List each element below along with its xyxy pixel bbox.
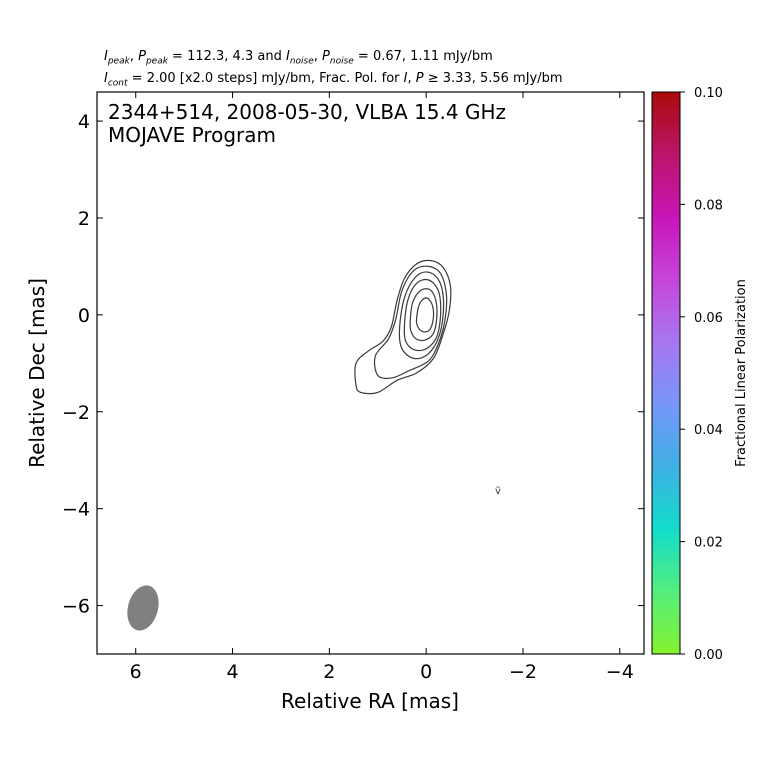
colorbar xyxy=(651,91,681,655)
x-tick-label: 0 xyxy=(420,661,432,683)
contour-level-4 xyxy=(403,278,442,352)
colorbar-tick-label: 0.04 xyxy=(694,423,723,438)
colorbar-label: Fractional Linear Polarization xyxy=(734,279,749,467)
y-tick-label: −6 xyxy=(62,596,90,618)
contour-layer xyxy=(354,259,452,395)
x-axis-label: Relative RA [mas] xyxy=(281,689,459,713)
y-tick-label: −2 xyxy=(62,402,90,424)
chart-subtitle: MOJAVE Program xyxy=(108,123,276,147)
colorbar-tick-label: 0.10 xyxy=(694,86,723,101)
header-line-2: Icont = 2.00 [x2.0 steps] mJy/bm, Frac. … xyxy=(104,71,563,89)
header-line-1: Ipeak, Ppeak = 112.3, 4.3 and Inoise, Pn… xyxy=(104,49,493,67)
y-tick-label: 0 xyxy=(78,305,90,327)
y-axis-label: Relative Dec [mas] xyxy=(25,278,49,468)
x-tick-label: 4 xyxy=(226,661,238,683)
beam-ellipse xyxy=(127,585,159,631)
x-axis-ticks: 6 4 2 0 −2 −4 xyxy=(130,92,634,683)
x-tick-label: 2 xyxy=(323,661,335,683)
noise-contour-fragment: ṽ xyxy=(495,486,501,497)
x-tick-label: 6 xyxy=(130,661,142,683)
contour-level-1 xyxy=(354,259,452,395)
colorbar-tick-label: 0.08 xyxy=(694,198,723,213)
contour-level-2 xyxy=(373,265,448,380)
y-axis-ticks: 4 2 0 −2 −4 −6 xyxy=(62,111,644,618)
plot-frame xyxy=(96,91,645,655)
x-tick-label: −2 xyxy=(509,661,537,683)
colorbar-ticks: 0.00 0.02 0.04 0.06 0.08 0.10 xyxy=(680,86,723,663)
contour-level-6 xyxy=(415,297,435,333)
x-tick-label: −4 xyxy=(606,661,634,683)
colorbar-tick-label: 0.00 xyxy=(694,648,723,663)
y-tick-label: 2 xyxy=(78,208,90,230)
colorbar-tick-label: 0.02 xyxy=(694,536,723,551)
contour-level-5 xyxy=(409,288,438,342)
colorbar-tick-label: 0.06 xyxy=(694,311,723,326)
y-tick-label: −4 xyxy=(62,499,90,521)
contour-level-3 xyxy=(398,271,445,360)
chart-title: 2344+514, 2008-05-30, VLBA 15.4 GHz xyxy=(108,100,506,124)
y-tick-label: 4 xyxy=(78,111,90,133)
